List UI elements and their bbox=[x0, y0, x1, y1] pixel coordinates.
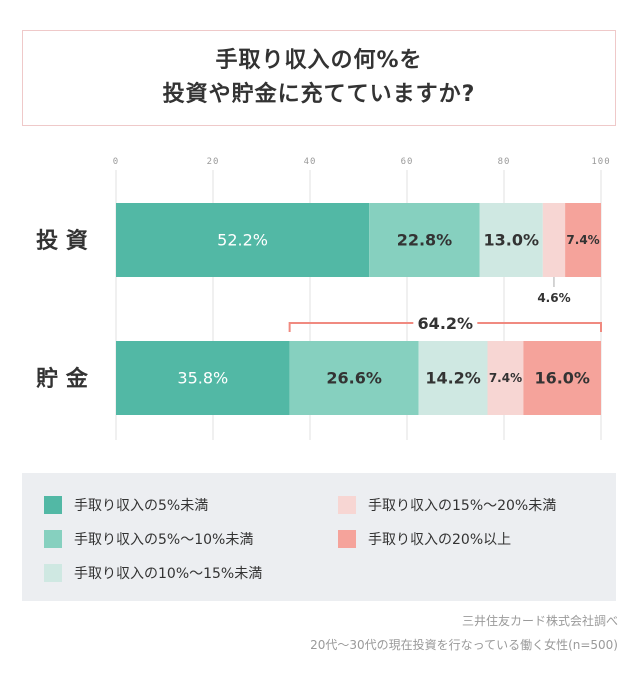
data-label-0-2: 13.0% bbox=[484, 230, 540, 249]
legend-item-3: 手取り収入の15%〜20%未満 bbox=[338, 495, 556, 515]
bar-0-3 bbox=[542, 203, 566, 277]
bar-0-2 bbox=[479, 203, 543, 277]
bar-1-1 bbox=[289, 341, 419, 415]
data-label-1-3: 7.4% bbox=[489, 371, 522, 385]
bar-1-2 bbox=[418, 341, 488, 415]
x-tick-label-100: 100 bbox=[591, 157, 610, 167]
chart-title-line-2: 投資や貯金に充てていますか? bbox=[162, 82, 476, 107]
legend-swatch-4 bbox=[338, 530, 356, 548]
chart-title-box: 手取り収入の何%を 投資や貯金に充てていますか? bbox=[22, 30, 616, 126]
legend-label-1: 手取り収入の5%〜10%未満 bbox=[74, 532, 254, 548]
bar-1-0 bbox=[116, 341, 290, 415]
category-label-1: 貯 金 bbox=[36, 366, 89, 392]
bar-0-1 bbox=[369, 203, 480, 277]
legend-swatch-1 bbox=[44, 530, 62, 548]
bracket-label: 64.2% bbox=[418, 314, 474, 333]
stacked-bar-chart: 0 20 40 60 80 100 投 資貯 金 52.2% 22.8% 13.0% 4.6% 7.4… bbox=[36, 157, 610, 440]
data-label-1-0: 35.8% bbox=[177, 368, 228, 387]
legend-label-4: 手取り収入の20%以上 bbox=[368, 532, 512, 548]
x-tick-label-80: 80 bbox=[498, 157, 511, 167]
x-tick-label-20: 20 bbox=[207, 157, 220, 167]
data-label-1-1: 26.6% bbox=[326, 368, 382, 387]
legend-item-0: 手取り収入の5%未満 bbox=[44, 495, 208, 515]
chart-title-line-1: 手取り収入の何%を bbox=[215, 48, 423, 73]
legend-swatch-2 bbox=[44, 564, 62, 582]
legend-item-2: 手取り収入の10%〜15%未満 bbox=[44, 563, 262, 583]
x-tick-label-60: 60 bbox=[401, 157, 414, 167]
legend: 手取り収入の5%未満 手取り収入の5%〜10%未満 手取り収入の10%〜15%未… bbox=[22, 473, 616, 601]
data-label-0-4: 7.4% bbox=[566, 233, 599, 247]
x-tick-label-40: 40 bbox=[304, 157, 317, 167]
bar-1-4 bbox=[523, 341, 601, 415]
legend-item-4: 手取り収入の20%以上 bbox=[338, 529, 511, 549]
data-label-0-0: 52.2% bbox=[217, 230, 268, 249]
source-line-2: 20代〜30代の現在投資を行なっている働く女性(n=500) bbox=[310, 638, 618, 652]
legend-swatch-3 bbox=[338, 496, 356, 514]
legend-label-0: 手取り収入の5%未満 bbox=[74, 498, 209, 514]
data-label-1-2: 14.2% bbox=[425, 368, 481, 387]
legend-item-1: 手取り収入の5%〜10%未満 bbox=[44, 529, 253, 549]
data-label-1-4: 16.0% bbox=[534, 368, 590, 387]
bracket-label-bg bbox=[413, 312, 478, 334]
data-label-0-3: 4.6% bbox=[537, 291, 570, 305]
data-label-0-1: 22.8% bbox=[397, 230, 453, 249]
source-line-1: 三井住友カード株式会社調べ bbox=[461, 614, 618, 628]
legend-label-2: 手取り収入の10%〜15%未満 bbox=[74, 566, 263, 582]
legend-label-3: 手取り収入の15%〜20%未満 bbox=[368, 498, 557, 514]
category-label-0: 投 資 bbox=[36, 228, 88, 254]
x-tick-label-0: 0 bbox=[113, 157, 119, 167]
legend-swatch-0 bbox=[44, 496, 62, 514]
bar-0-4 bbox=[565, 203, 601, 277]
bar-1-3 bbox=[487, 341, 524, 415]
bar-0-0 bbox=[116, 203, 370, 277]
